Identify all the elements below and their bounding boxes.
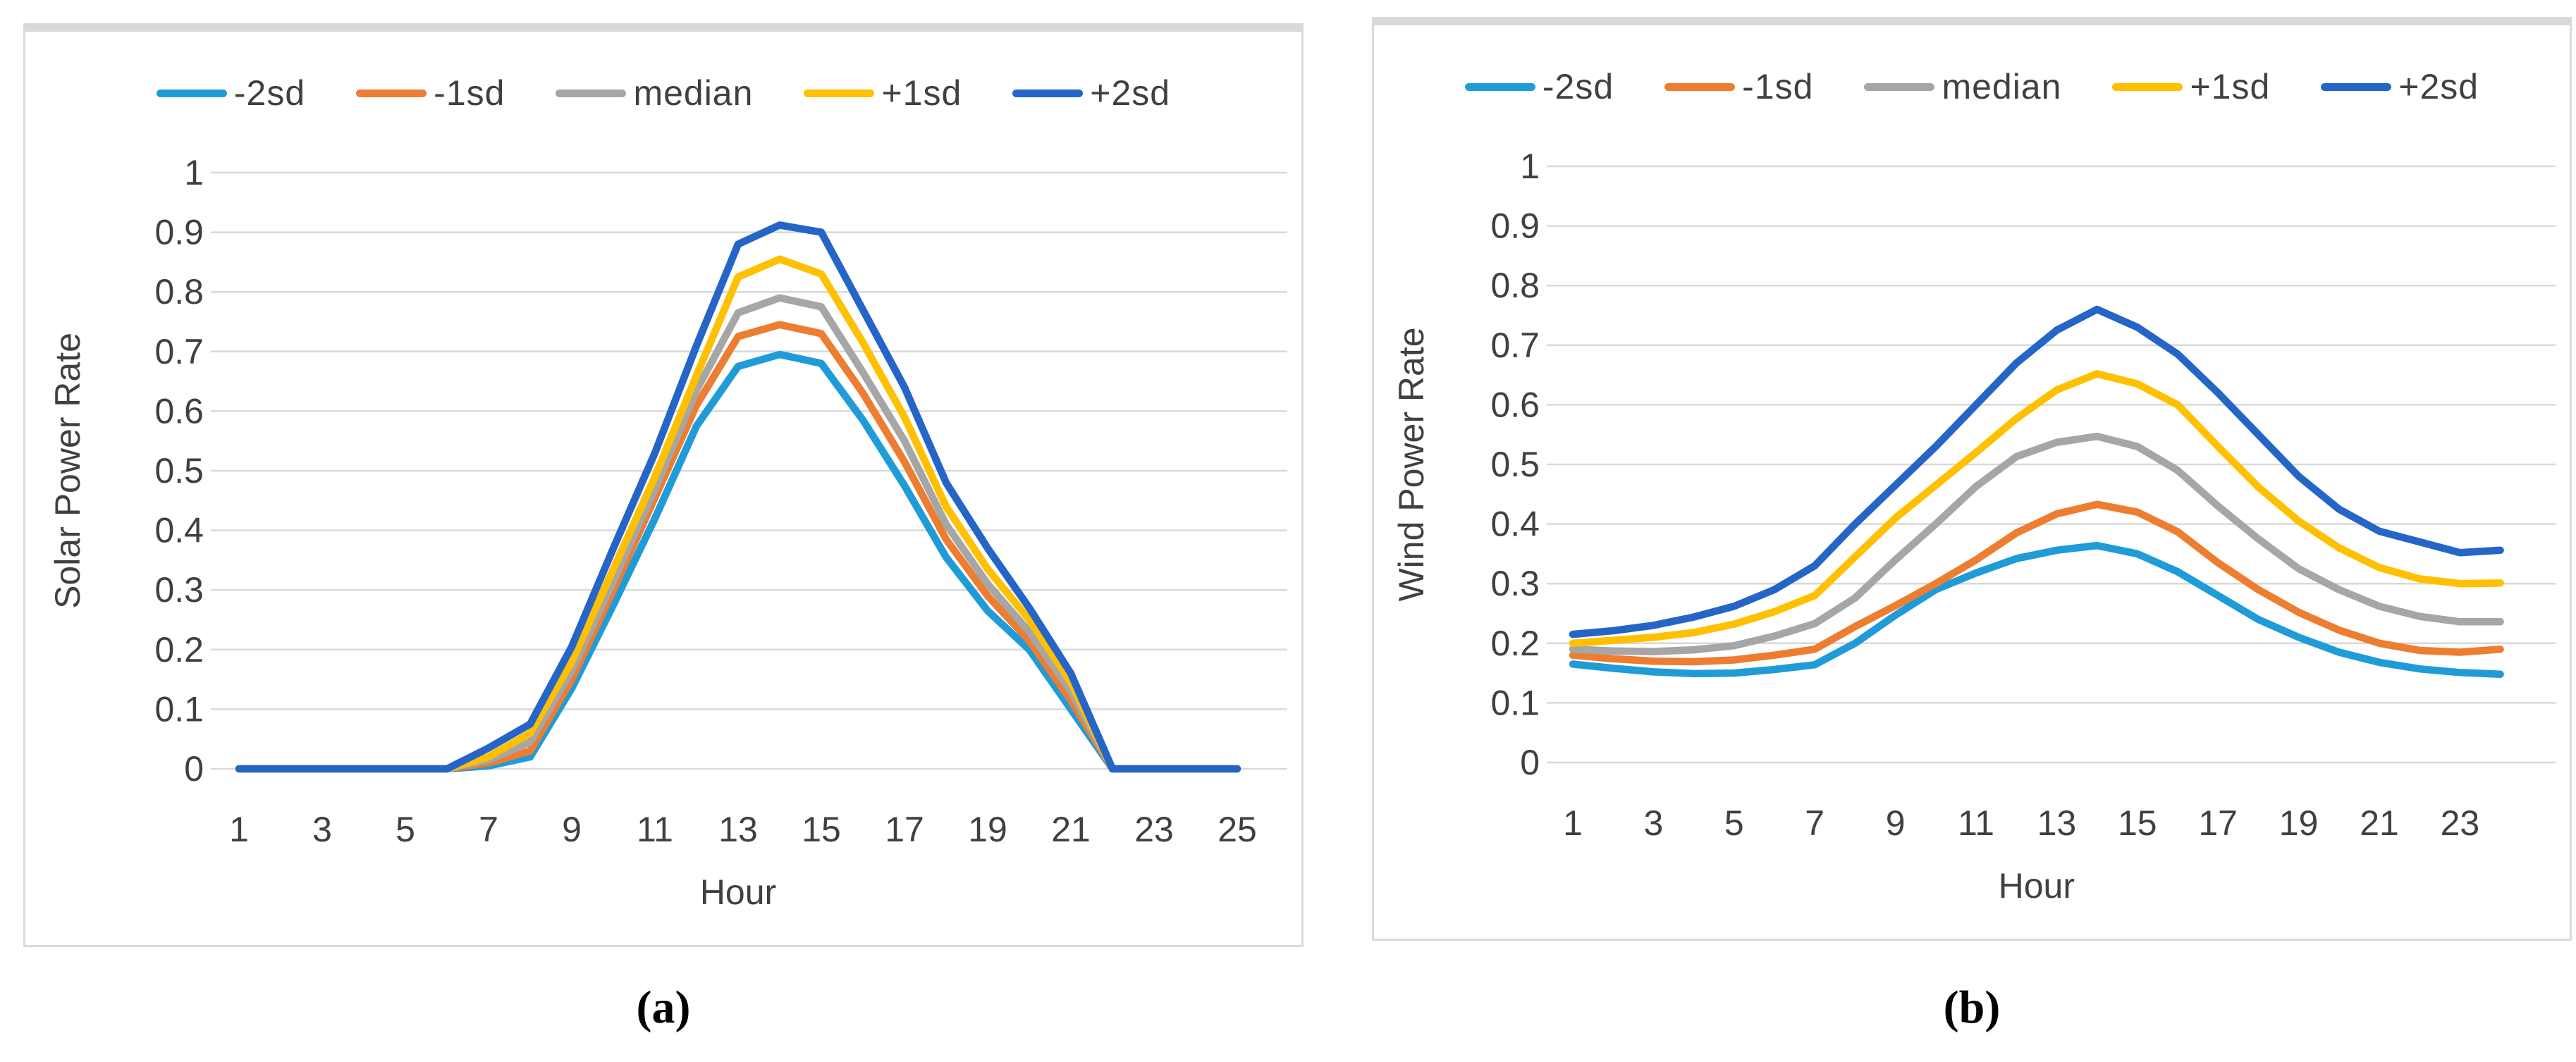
series-line--2sd [1569,541,2504,679]
x-axis-tick-label: 15 [2118,803,2157,843]
series-line-+2sd [235,221,1241,773]
x-axis-tick-label: 5 [395,810,415,849]
x-axis-tick-label: 3 [312,810,332,849]
y-axis-tick-label: 0.8 [154,272,204,311]
x-axis-tick-label: 21 [2360,803,2399,843]
y-axis-tick-label: 0.6 [1490,385,1540,424]
y-axis-tick-label: 0.4 [154,511,204,550]
x-axis-tick-label: 1 [229,810,249,849]
x-axis-tick-label: 3 [1643,803,1663,843]
y-axis-tick-label: 0.9 [1490,206,1540,246]
x-axis-tick-label: 13 [2037,803,2077,843]
x-axis-tick-label: 1 [1563,803,1583,843]
subfigure-caption-b: (b) [1943,982,2001,1033]
x-axis-title: Hour [700,872,776,912]
x-axis-tick-label: 9 [1886,803,1906,843]
x-axis-tick-label: 25 [1218,810,1257,849]
y-axis-tick-label: 1 [184,153,204,192]
series-line-median [1569,432,2504,655]
x-axis-tick-label: 11 [637,810,673,849]
wind-power-line-chart: 00.10.20.30.40.50.60.70.80.911 3 5 7 9 11 13 15… [1392,147,2556,906]
y-axis-tick-label: 0.9 [154,213,204,252]
y-axis-title: Solar Power Rate [48,333,87,609]
y-axis-tick-label: 0.7 [1490,326,1540,365]
x-axis-tick-label: 15 [802,810,841,849]
x-axis-tick-label: 19 [2279,803,2319,843]
x-axis-tick-label: 23 [1134,810,1174,849]
y-axis-tick-label: 0.1 [1490,683,1540,722]
x-axis-tick-label: 7 [1805,803,1824,843]
subfigure-caption-a: (a) [636,982,691,1033]
series-line-+2sd [1569,305,2504,638]
figure-panel-b: 0 0.1 0.2 0.3 0.4 0.5 0.6 0.7 0.8 0.9 1 1 3 5 7 9 11 13 15… [1372,17,2572,941]
y-axis-tick-label: 0.8 [1490,266,1540,305]
series-line-+1sd [1569,370,2504,648]
y-axis-tick-label: 0.2 [1490,624,1540,663]
y-axis-tick-label: 0 [184,749,204,789]
series-line--1sd [235,321,1241,773]
x-axis-tick-label: 9 [562,810,582,849]
figure-panel-a: 0 0.1 0.2 0.3 0.4 0.5 0.6 0.7 0.8 0.9 1 1 3 5 7 9 11 13 15… [23,23,1304,947]
x-axis-tick-label: 19 [968,810,1007,849]
y-axis-tick-label: 0.4 [1490,505,1540,544]
y-axis-tick-label: 0.2 [154,630,204,669]
x-axis-tick-label: 7 [479,810,498,849]
y-axis-tick-label: 0 [1520,743,1540,782]
y-axis-title: Wind Power Rate [1392,327,1431,601]
x-axis-tick-label: 23 [2441,803,2480,843]
x-axis-tick-label: 17 [885,810,924,849]
y-axis-tick-label: 0.3 [1490,564,1540,603]
y-axis-tick-label: 1 [1520,147,1540,186]
x-axis-tick-label: 11 [1958,803,1994,843]
y-axis-tick-label: 0.6 [154,391,204,431]
x-axis-tick-label: 5 [1724,803,1744,843]
y-axis-tick-label: 0.3 [154,570,204,610]
x-axis-title: Hour [1999,866,2075,906]
x-axis-tick-label: 17 [2198,803,2238,843]
y-axis-tick-label: 0.5 [1490,445,1540,484]
x-axis-tick-label: 13 [718,810,758,849]
x-axis-tick-label: 21 [1051,810,1091,849]
y-axis-tick-label: 0.5 [154,451,204,490]
y-axis-tick-label: 0.1 [154,689,204,729]
series-line--1sd [1569,500,2504,666]
y-axis-tick-label: 0.7 [154,332,204,371]
solar-power-line-chart: 00.10.20.30.40.50.60.70.80.911 3 5 7 9 11 13 15… [48,153,1287,912]
